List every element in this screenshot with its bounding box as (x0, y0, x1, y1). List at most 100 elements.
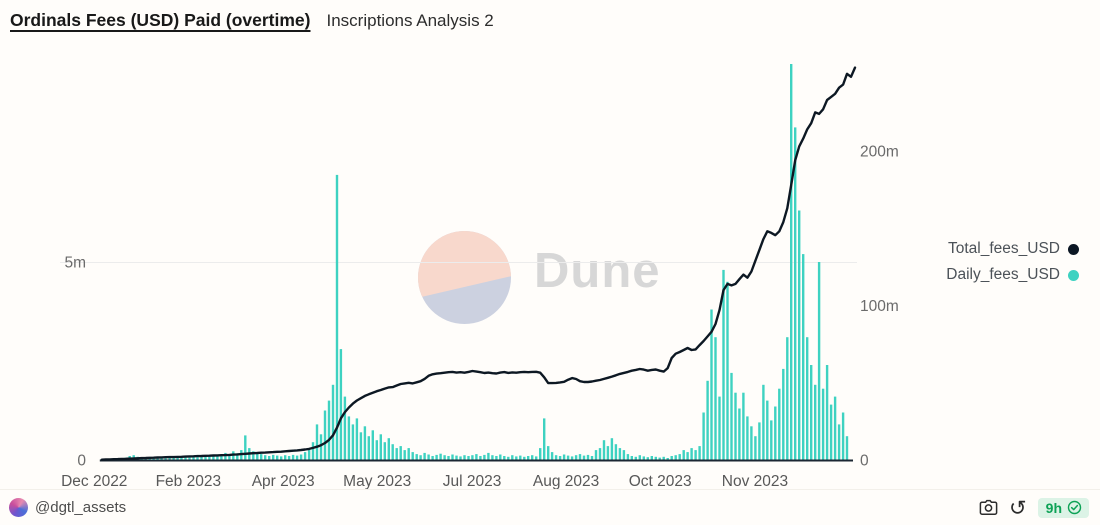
daily-fees-bar (236, 453, 239, 460)
daily-fees-bar (331, 384, 335, 460)
daily-fees-bar (742, 392, 745, 460)
daily-fees-bar (383, 442, 386, 460)
daily-fees-bar (156, 457, 159, 460)
daily-fees-bar (451, 454, 454, 460)
chart-header: Ordinals Fees (USD) Paid (overtime) Inscr… (10, 10, 494, 31)
daily-fees-bar (782, 368, 785, 460)
chart-legend: Total_fees_USD Daily_fees_USD (946, 240, 1079, 293)
x-axis-tick: Feb 2023 (156, 473, 222, 490)
daily-fees-bar (367, 436, 370, 460)
daily-fees-bar (311, 442, 315, 460)
daily-fees-bar (479, 456, 482, 460)
daily-fees-bar (439, 453, 442, 460)
daily-fees-bar (746, 416, 749, 460)
daily-fees-bar (359, 432, 363, 460)
daily-fees-bar (499, 454, 502, 460)
daily-fees-bar (810, 365, 813, 460)
daily-fees-bar (423, 452, 426, 460)
daily-fees-bar (539, 448, 542, 460)
daily-fees-bar (343, 396, 347, 460)
daily-fees-bar (598, 448, 602, 460)
daily-fees-bar (272, 454, 275, 460)
daily-fees-bar (363, 426, 367, 460)
daily-fees-bar (280, 456, 283, 460)
daily-fees-bar (626, 454, 630, 460)
daily-fees-bar (523, 456, 526, 460)
dashboard-name[interactable]: Inscriptions Analysis 2 (326, 11, 494, 30)
daily-fees-bar (686, 452, 689, 460)
daily-fees-bar (160, 458, 163, 460)
last-refresh-badge[interactable]: 9h (1037, 497, 1089, 518)
chart-title-link[interactable]: Ordinals Fees (USD) Paid (overtime) (10, 10, 311, 30)
daily-fees-bar (566, 455, 570, 460)
x-axis-tick: Oct 2023 (629, 473, 692, 490)
daily-fees-bar (550, 452, 554, 460)
daily-fees-bar (634, 456, 637, 460)
daily-fees-bar (833, 396, 837, 460)
daily-fees-bar (554, 455, 558, 460)
daily-fees-bar (208, 455, 211, 460)
daily-fees-bar (495, 456, 498, 460)
avatar[interactable] (9, 498, 28, 517)
legend-item-daily-fees[interactable]: Daily_fees_USD (946, 266, 1079, 283)
daily-fees-bar (778, 388, 781, 460)
daily-fees-bar (252, 451, 255, 460)
daily-fees-bar (339, 349, 343, 460)
daily-fees-bar (658, 457, 661, 460)
daily-fees-bar (722, 269, 725, 460)
daily-fees-bar (582, 455, 586, 460)
daily-fees-bar (845, 436, 849, 460)
daily-fees-bar (459, 456, 462, 460)
daily-fees-bar (562, 454, 566, 460)
daily-fees-bar (507, 456, 510, 460)
daily-fees-bar (527, 456, 530, 460)
legend-label: Total_fees_USD (947, 240, 1060, 257)
legend-label: Daily_fees_USD (946, 266, 1060, 283)
daily-fees-bar (427, 454, 430, 460)
daily-fees-bar (483, 454, 486, 460)
daily-fees-bar (654, 456, 657, 460)
daily-fees-bar (714, 337, 717, 460)
legend-item-total-fees[interactable]: Total_fees_USD (946, 240, 1079, 257)
daily-fees-bar (216, 454, 219, 460)
daily-fees-bar (706, 380, 709, 460)
x-axis-tick: Dec 2022 (61, 473, 127, 490)
daily-fees-bar (750, 426, 753, 460)
daily-fees-bar (754, 436, 757, 460)
author-handle[interactable]: @dgtl_assets (35, 499, 127, 516)
daily-fees-bar (570, 456, 574, 460)
daily-fees-bar (419, 455, 422, 460)
daily-fees-bar (837, 424, 841, 460)
last-refresh-age: 9h (1045, 499, 1062, 516)
daily-fees-bar (574, 455, 578, 460)
daily-fees-bar (543, 418, 546, 460)
daily-fees-bar (790, 64, 793, 460)
daily-fees-bar (702, 412, 705, 460)
daily-fees-bar (535, 456, 538, 460)
daily-fees-bar (694, 450, 697, 460)
daily-fees-bar (698, 446, 701, 460)
daily-fees-bar (806, 337, 809, 460)
daily-fees-bar (491, 455, 494, 460)
refresh-icon: ↺ (1009, 495, 1027, 520)
daily-fees-bar (578, 454, 582, 460)
daily-fees-bar (415, 454, 418, 460)
daily-fees-bar (192, 456, 195, 460)
daily-fees-bar (351, 424, 355, 460)
daily-fees-bar (487, 452, 490, 460)
refresh-button[interactable]: ↺ (1009, 495, 1027, 520)
daily-fees-bar (447, 456, 450, 460)
daily-fees-bar (678, 454, 681, 460)
right-axis-tick: 100m (860, 298, 899, 315)
daily-fees-bar (646, 457, 649, 460)
daily-fees-bar (610, 438, 614, 460)
screenshot-button[interactable] (979, 499, 998, 516)
daily-fees-bar (531, 455, 534, 460)
daily-fees-bar (618, 448, 622, 460)
daily-fees-bar (327, 400, 331, 460)
daily-fees-bar (817, 262, 821, 460)
daily-fees-bar (586, 454, 590, 460)
daily-fees-bar (515, 456, 518, 460)
daily-fees-bar (622, 450, 626, 460)
